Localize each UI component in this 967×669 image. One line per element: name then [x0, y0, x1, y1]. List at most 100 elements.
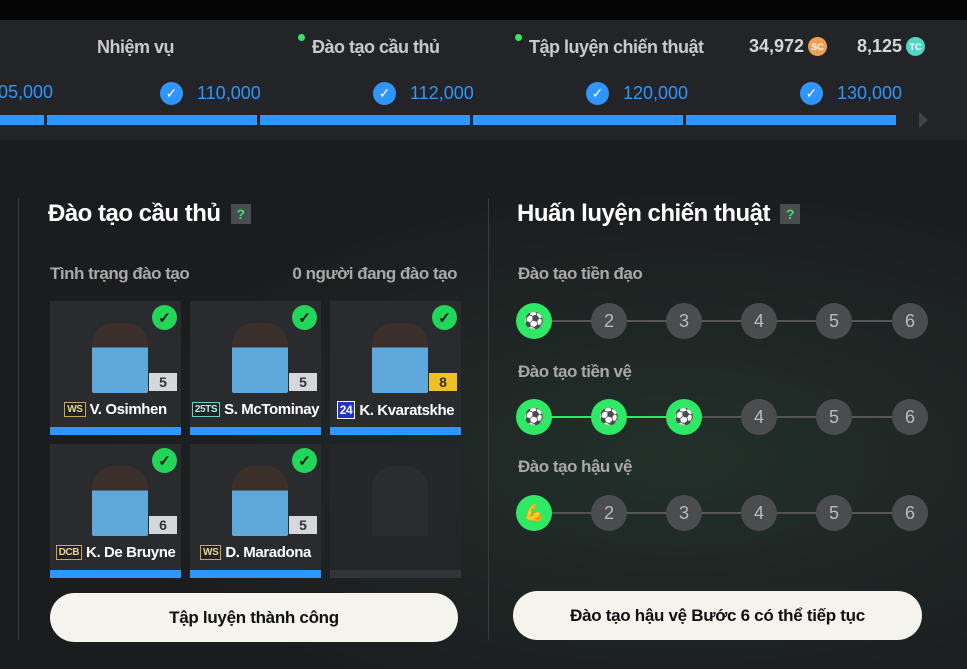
progress-bar — [330, 570, 461, 578]
progress-bar — [330, 427, 461, 435]
track-connector — [609, 512, 684, 514]
training-status-label: Tình trạng đào tạo — [50, 264, 190, 283]
player-name: K. Kvaratskhe — [359, 401, 455, 419]
milestone[interactable]: ✓ 120,000 — [586, 82, 688, 105]
player-card[interactable]: ✓ 5 WS D. Maradona — [190, 444, 321, 578]
player-photo — [232, 466, 288, 536]
player-name: V. Osimhen — [89, 401, 168, 418]
completed-step-icon[interactable]: ⚽ — [666, 399, 702, 435]
milestone[interactable]: ✓ 110,000 — [160, 82, 261, 105]
progress-segment — [0, 115, 44, 125]
player-photo — [232, 323, 288, 393]
progress-bar — [190, 570, 321, 578]
training-success-button[interactable]: Tập luyện thành công — [50, 593, 458, 642]
track-connector — [759, 416, 834, 418]
player-card[interactable]: ✓ 5 WS V. Osimhen — [50, 301, 181, 435]
scroll-right-arrow-icon[interactable] — [919, 112, 928, 128]
track-step[interactable]: 4 — [741, 495, 777, 531]
help-icon[interactable]: ? — [780, 204, 801, 224]
currency-sc: 34,972 SC — [749, 36, 828, 57]
check-icon: ✓ — [800, 82, 823, 105]
track-step[interactable]: 3 — [666, 495, 702, 531]
empty-player-slot[interactable] — [330, 444, 461, 578]
progress-segment — [686, 115, 896, 125]
check-icon: ✓ — [586, 82, 609, 105]
progress-segment — [47, 115, 257, 125]
currency-value: 8,125 — [857, 36, 903, 56]
completed-step-icon[interactable]: ⚽ — [516, 399, 552, 435]
tab-missions[interactable]: Nhiệm vụ — [97, 37, 175, 58]
divider — [488, 198, 489, 640]
level-badge: 5 — [289, 516, 317, 534]
track-step[interactable]: 5 — [816, 303, 852, 339]
track-step[interactable]: 6 — [892, 495, 928, 531]
header: Nhiệm vụ Đào tạo cầu thủ Tập luyện chiến… — [0, 20, 967, 140]
notification-dot — [298, 34, 305, 41]
player-photo — [92, 466, 148, 536]
tc-coin-icon: TC — [906, 37, 926, 56]
defender-training-continue-button[interactable]: Đào tạo hậu vệ Bước 6 có thể tiếp tục — [513, 591, 922, 640]
player-card[interactable]: ✓ 8 24 K. Kvaratskhe — [330, 301, 461, 435]
track-connector — [684, 416, 759, 418]
level-badge: 8 — [429, 373, 457, 391]
level-badge: 6 — [149, 516, 177, 534]
track-connector — [759, 320, 834, 322]
main-panel: Đào tạo cầu thủ? Tình trạng đào tạo 0 ng… — [0, 140, 967, 669]
track-step[interactable]: 6 — [892, 399, 928, 435]
completed-step-icon[interactable]: 💪 — [516, 495, 552, 531]
help-icon[interactable]: ? — [230, 204, 251, 224]
milestone[interactable]: ✓ 112,000 — [373, 82, 474, 105]
check-icon: ✓ — [152, 305, 177, 330]
completed-step-icon[interactable]: ⚽ — [516, 303, 552, 339]
milestone[interactable]: ✓ 130,000 — [800, 82, 902, 105]
title-text: Đào tạo cầu thủ — [48, 200, 221, 227]
track-step[interactable]: 4 — [741, 399, 777, 435]
season-badge: DCB — [55, 545, 83, 560]
milestone-value: 110,000 — [197, 83, 261, 103]
title-text: Huấn luyện chiến thuật — [517, 200, 771, 227]
track-connector — [834, 512, 910, 514]
milestone-value: 112,000 — [410, 83, 474, 103]
progress-segment — [260, 115, 470, 125]
check-icon: ✓ — [292, 305, 317, 330]
track-connector — [684, 320, 759, 322]
track-label: Đào tạo hậu vệ — [518, 457, 632, 476]
track-step[interactable]: 6 — [892, 303, 928, 339]
season-badge: WS — [64, 402, 86, 417]
track-step[interactable]: 4 — [741, 303, 777, 339]
tab-player-training[interactable]: Đào tạo cầu thủ — [298, 34, 440, 58]
track-connector — [834, 320, 910, 322]
milestone-value: 120,000 — [623, 83, 689, 103]
tab-label: Nhiệm vụ — [97, 37, 175, 57]
track-step[interactable]: 2 — [591, 303, 627, 339]
milestone-value: 05,000 — [0, 82, 54, 102]
player-name: D. Maradona — [225, 544, 311, 561]
track-step[interactable]: 2 — [591, 495, 627, 531]
tab-label: Tập luyện chiến thuật — [529, 37, 704, 57]
season-badge: 24 — [336, 401, 356, 419]
tab-label: Đào tạo cầu thủ — [312, 37, 440, 57]
player-name: K. De Bruyne — [86, 544, 176, 561]
sc-coin-icon: SC — [808, 37, 828, 56]
milestone-value: 130,000 — [837, 83, 903, 103]
track-connector — [609, 416, 684, 418]
tab-tactical-training[interactable]: Tập luyện chiến thuật — [515, 34, 704, 58]
milestone: 05,000 — [0, 82, 53, 103]
check-icon: ✓ — [152, 448, 177, 473]
progress-bar — [50, 427, 181, 435]
player-card[interactable]: ✓ 5 25TS S. McTominay — [190, 301, 321, 435]
progress-bar — [190, 427, 321, 435]
training-status-value: 0 người đang đào tạo — [292, 264, 457, 283]
track-connector — [684, 512, 759, 514]
track-step[interactable]: 5 — [816, 399, 852, 435]
progress-segment — [473, 115, 683, 125]
track-label: Đào tạo tiền đạo — [518, 264, 643, 283]
divider — [18, 198, 19, 640]
track-step[interactable]: 5 — [816, 495, 852, 531]
currency-value: 34,972 — [749, 36, 805, 56]
notification-dot — [515, 34, 522, 41]
track-step[interactable]: 3 — [666, 303, 702, 339]
completed-step-icon[interactable]: ⚽ — [591, 399, 627, 435]
player-card[interactable]: ✓ 6 DCB K. De Bruyne — [50, 444, 181, 578]
player-name: S. McTominay — [224, 401, 320, 418]
